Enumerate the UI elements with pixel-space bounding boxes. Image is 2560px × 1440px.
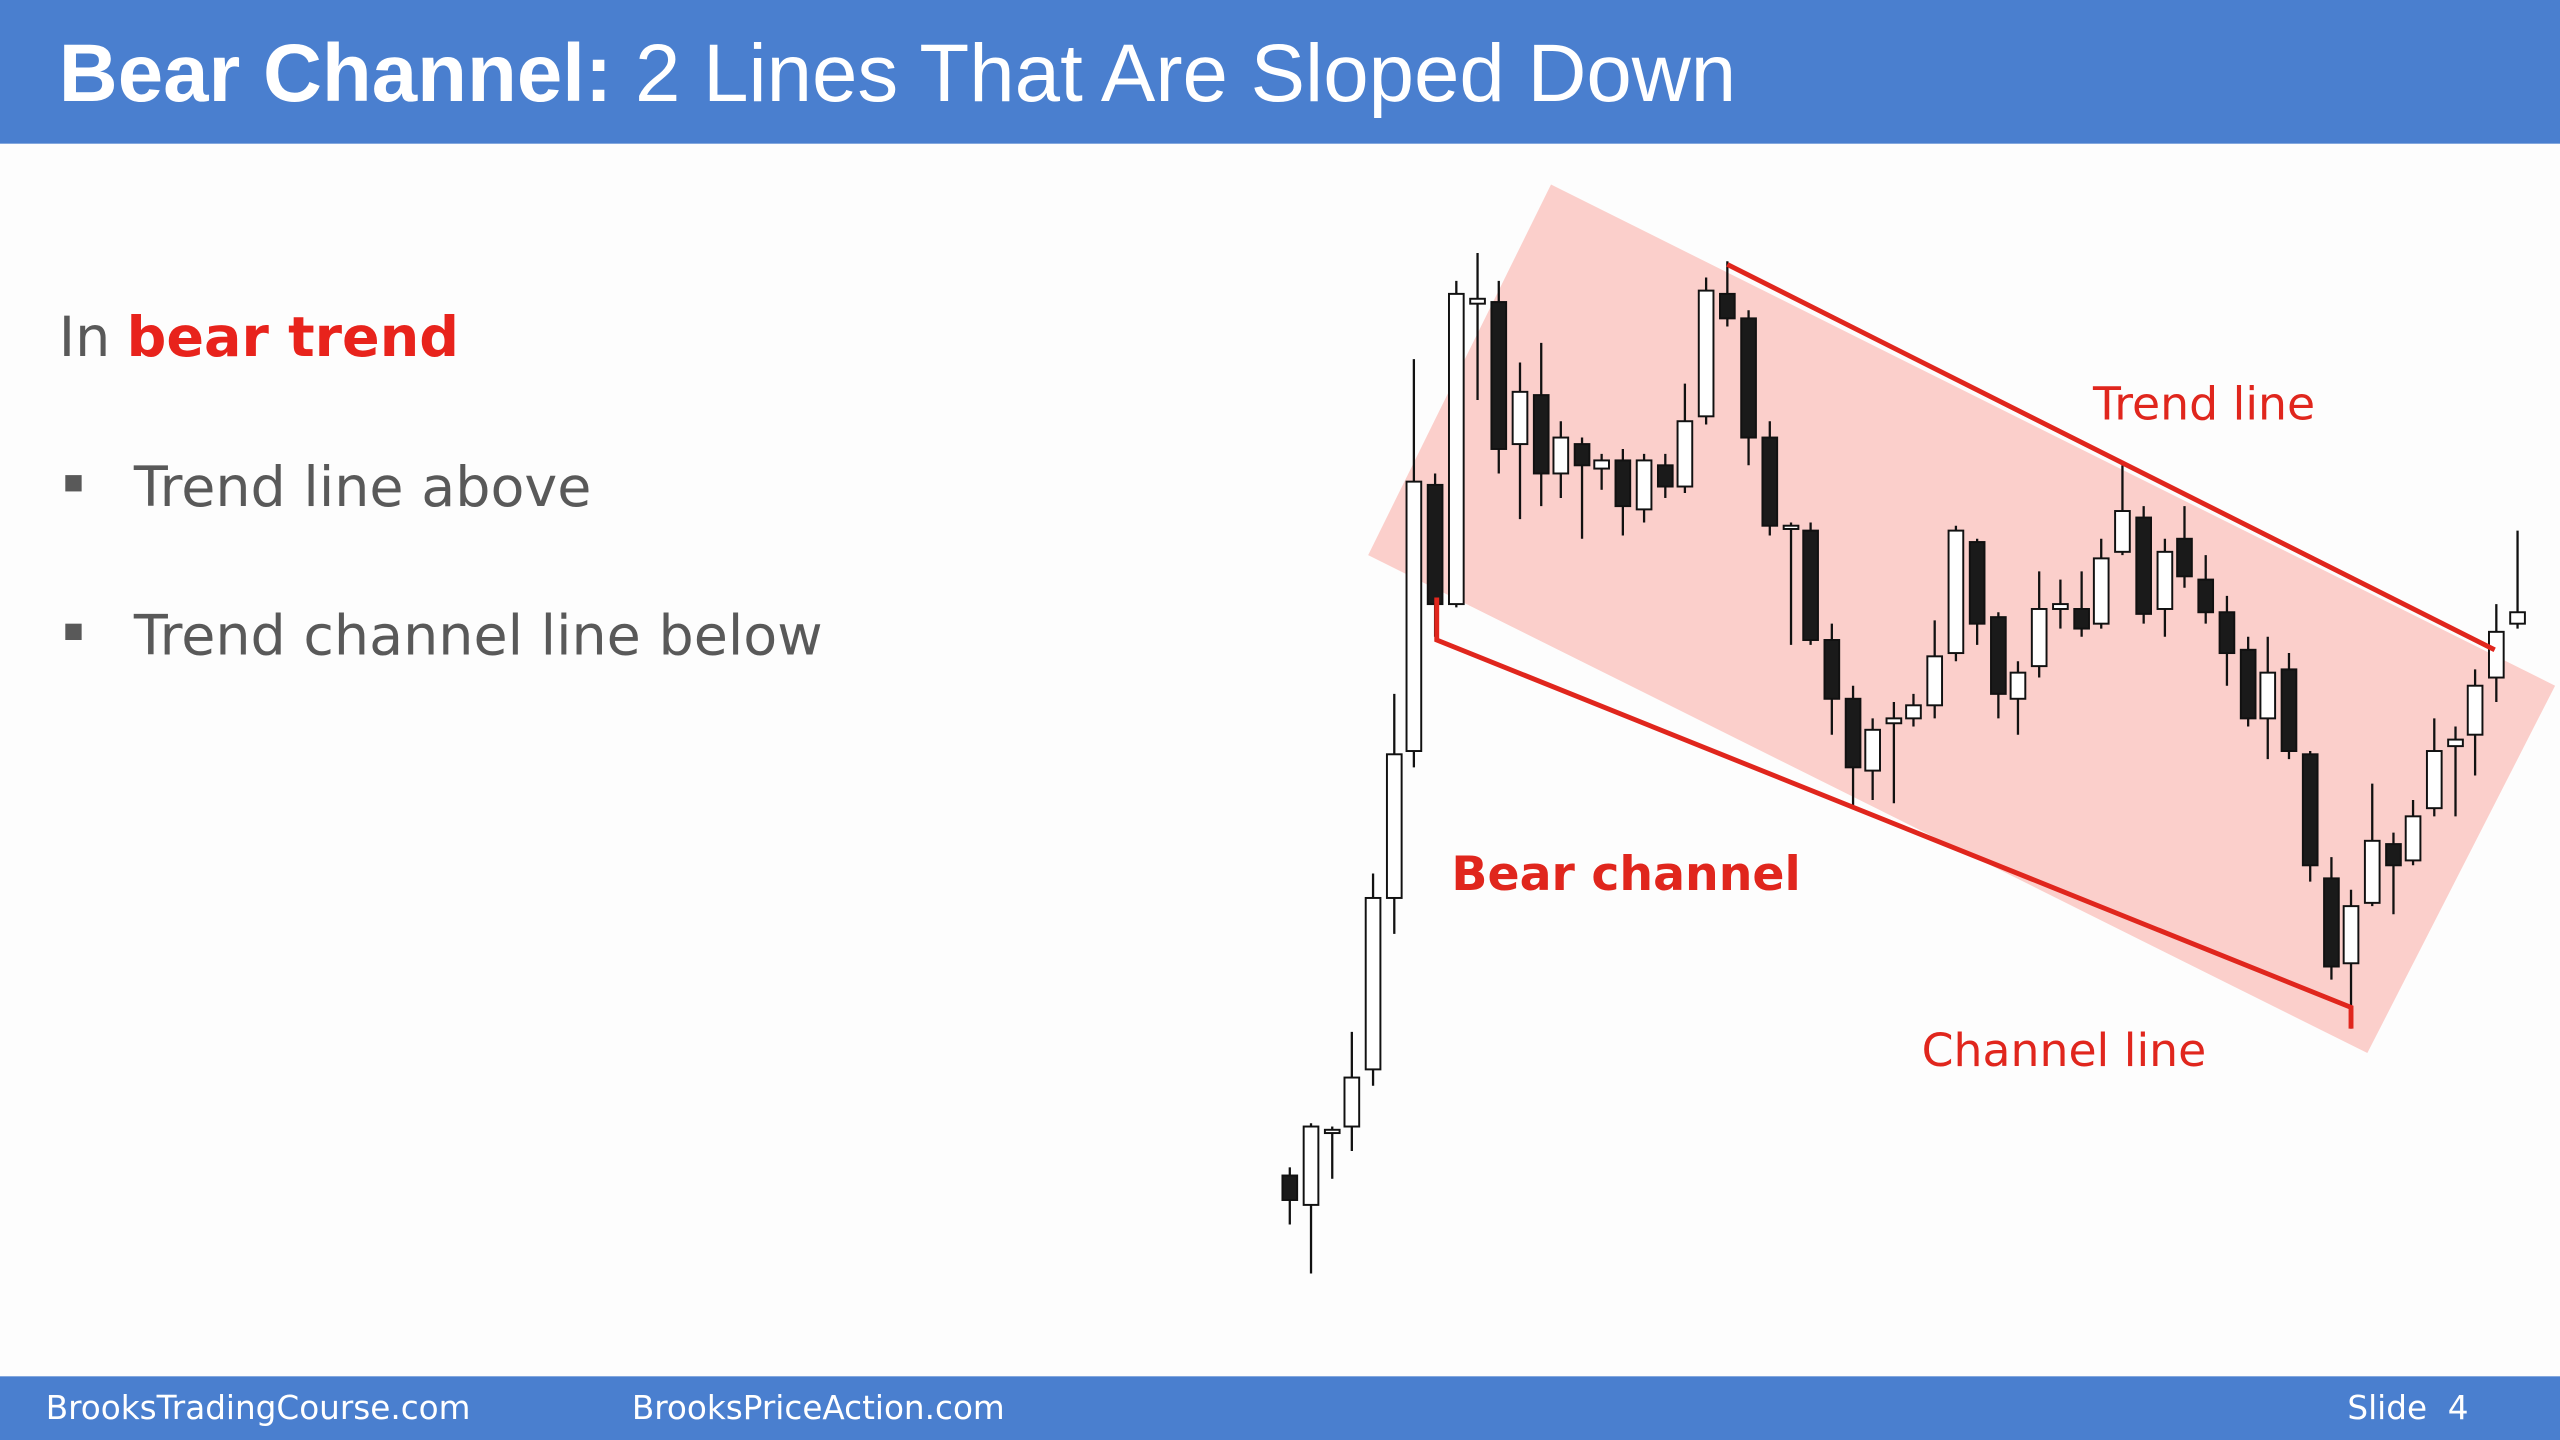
candle-body bbox=[1532, 394, 1550, 475]
bullet: Trend line above bbox=[133, 455, 592, 520]
candle-body bbox=[1990, 616, 2007, 695]
candle-body bbox=[2509, 611, 2526, 625]
candle-body bbox=[2052, 603, 2069, 610]
candle-body bbox=[2323, 877, 2340, 968]
candle-body bbox=[2156, 550, 2174, 610]
candle-body bbox=[2114, 510, 2131, 553]
candles bbox=[1281, 253, 2526, 1274]
slide-number: Slide 4 bbox=[2347, 1389, 2468, 1427]
candle-body bbox=[2135, 516, 2152, 615]
candle-body bbox=[1656, 464, 1674, 488]
candle-body bbox=[2239, 648, 2257, 720]
candle-body bbox=[1802, 529, 1819, 641]
candle-body bbox=[2218, 611, 2236, 655]
candle-body bbox=[1740, 317, 1757, 439]
bear-channel-label: Bear channel bbox=[1451, 847, 1800, 902]
heading-highlight: bear trend bbox=[127, 305, 459, 370]
candle-body bbox=[2030, 608, 2048, 668]
candle-body bbox=[2342, 905, 2360, 965]
candle-body bbox=[1405, 480, 1423, 752]
candle-body bbox=[1885, 717, 1903, 725]
candle-body bbox=[2280, 668, 2298, 753]
channel-line-label: Channel line bbox=[1922, 1024, 2207, 1077]
candle-body bbox=[2466, 684, 2484, 736]
header-bar bbox=[0, 0, 2560, 144]
candle-body bbox=[1905, 704, 1922, 720]
candle-body bbox=[1864, 728, 1881, 772]
candle-body bbox=[2092, 557, 2110, 625]
candle-body bbox=[2176, 537, 2193, 578]
candle-body bbox=[2425, 750, 2443, 810]
candle-body bbox=[1593, 459, 1610, 470]
footer-link: BrooksPriceAction.com bbox=[632, 1389, 1005, 1427]
candle-body bbox=[1426, 483, 1444, 606]
slide-title: Bear Channel: 2 Lines That Are Sloped Dow… bbox=[59, 28, 1736, 119]
candle-body bbox=[1926, 655, 1944, 707]
candle-body bbox=[1823, 639, 1841, 700]
candle-body bbox=[1968, 541, 1986, 625]
candle-body bbox=[1573, 443, 1591, 467]
candle-body bbox=[1469, 297, 1486, 305]
candle-body bbox=[1448, 292, 1465, 606]
bullet: Trend channel line below bbox=[133, 604, 823, 669]
trend-line bbox=[1726, 262, 2496, 652]
candle-body bbox=[1614, 459, 1632, 508]
candle-body bbox=[2197, 578, 2215, 614]
chart-illustration: Trend line Bear channel Channel line bbox=[1281, 184, 2556, 1274]
candle-body bbox=[1676, 420, 1694, 488]
heading-prefix: In bbox=[59, 305, 111, 370]
footer-link: BrooksTradingCourse.com bbox=[46, 1389, 471, 1427]
candle-body bbox=[1844, 697, 1862, 769]
heading: In bear trend bbox=[59, 305, 459, 370]
candle-body bbox=[1511, 390, 1529, 446]
candle-body bbox=[1635, 459, 1653, 511]
candle-body bbox=[1323, 1128, 1341, 1135]
candle-body bbox=[1697, 289, 1715, 418]
candle-body bbox=[2073, 608, 2090, 630]
candle-body bbox=[1552, 436, 1570, 475]
candle-body bbox=[1719, 292, 1736, 320]
candle-body bbox=[1302, 1125, 1320, 1206]
candle-body bbox=[1490, 301, 1508, 450]
candle-body bbox=[1343, 1076, 1361, 1128]
candle-body bbox=[1782, 524, 1800, 530]
footer-bar bbox=[0, 1376, 2560, 1440]
channel-line bbox=[1434, 597, 2354, 1029]
candle-body bbox=[2385, 843, 2402, 867]
title-bold: Bear Channel: bbox=[59, 28, 612, 119]
candle-body bbox=[1281, 1174, 1299, 1201]
bullet-marker bbox=[65, 475, 82, 492]
candle-body bbox=[2009, 671, 2027, 700]
candle-body bbox=[1385, 753, 1403, 899]
bullet-marker bbox=[65, 623, 82, 640]
candle-body bbox=[2488, 630, 2505, 679]
candle-body bbox=[2301, 753, 2319, 867]
candle-body bbox=[1364, 896, 1382, 1071]
trend-line-label: Trend line bbox=[2092, 378, 2315, 431]
candle-body bbox=[2404, 815, 2422, 862]
candle-body bbox=[2363, 839, 2381, 904]
candle-body bbox=[2447, 738, 2464, 748]
title-rest: 2 Lines That Are Sloped Down bbox=[635, 28, 1736, 119]
candle-body bbox=[1761, 436, 1779, 527]
candle-body bbox=[1947, 529, 1965, 655]
candle-body bbox=[2259, 671, 2277, 720]
